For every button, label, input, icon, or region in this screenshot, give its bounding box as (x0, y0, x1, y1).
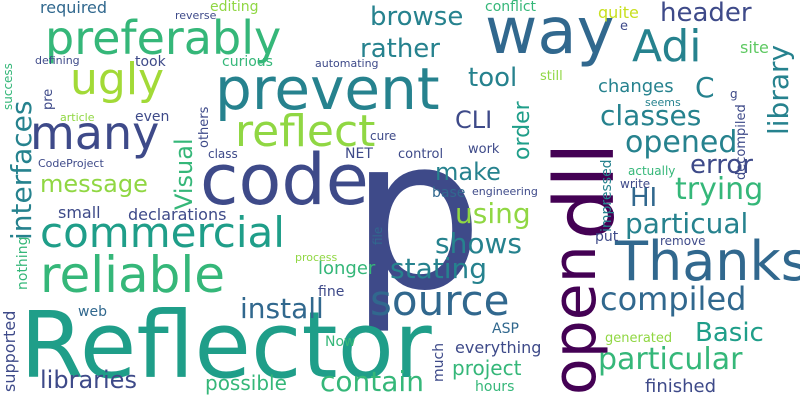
word-conflict: conflict (485, 0, 537, 15)
word-open: open (540, 245, 610, 395)
word-browse: browse (370, 2, 464, 32)
word-web: web (78, 304, 107, 320)
word-article: article (60, 111, 95, 124)
word-codeproject: CodeProject (38, 157, 104, 170)
word-still: still (540, 69, 563, 84)
word-even: even (135, 109, 170, 125)
word-classes: classes (600, 99, 702, 132)
word-commercial: commercial (40, 208, 285, 257)
word-base: base (432, 185, 466, 201)
word-many: many (30, 106, 160, 160)
word-preferably: preferably (45, 11, 282, 65)
word-declarations: declarations (128, 205, 227, 224)
word-seems: seems (645, 96, 681, 109)
word-supported: supported (0, 310, 19, 392)
word-adi: Adi (632, 21, 702, 72)
word-hi: HI (630, 183, 658, 213)
word-remove: remove (660, 234, 706, 248)
word-g: g (730, 87, 738, 101)
word-order: order (510, 101, 535, 160)
word-stating: stating (390, 252, 488, 285)
word-nothing: nothing (15, 236, 31, 290)
word-opened: opened (625, 125, 738, 160)
word-control: control (398, 147, 444, 162)
word-actually: actually (628, 164, 676, 178)
word-interfaces: interfaces (5, 100, 38, 240)
word-particual: particual (625, 207, 749, 240)
word-header: header (660, 0, 752, 28)
word-fine: fine (318, 284, 345, 300)
word-changes: changes (598, 76, 674, 97)
word-impressed: impressed (599, 159, 615, 232)
word-code: code (200, 139, 369, 221)
word-automating: automating (315, 57, 379, 70)
word-write: write (620, 177, 651, 191)
word-prevent: prevent (215, 55, 440, 123)
word-reliable: reliable (40, 246, 226, 304)
word-install: install (240, 292, 324, 325)
word-class: class (208, 147, 238, 161)
word-possible: possible (205, 371, 287, 395)
word-p: p (350, 92, 484, 337)
word-success: success (1, 63, 15, 110)
word-message: message (40, 170, 148, 198)
word-using: using (455, 197, 531, 230)
word-quite: quite (598, 3, 639, 22)
word-tool: tool (468, 63, 518, 93)
word-cure: cure (370, 129, 397, 143)
word-ugly: ugly (70, 54, 165, 105)
word-net: NET (345, 146, 373, 162)
word-editing: editing (210, 0, 259, 15)
word-site: site (740, 38, 769, 57)
word-finished: finished (645, 376, 717, 397)
word-decompiled: decompiled (734, 104, 749, 180)
word-visual: Visual (170, 138, 198, 210)
word-contain: contain (320, 365, 424, 398)
word-pre: pre (41, 88, 56, 110)
word-defining: defining (35, 54, 80, 67)
word-project: project (452, 356, 522, 380)
word-hours: hours (475, 379, 515, 395)
word-now: Now (325, 334, 356, 350)
word-generated: generated (605, 331, 673, 346)
word-basic: Basic (695, 318, 764, 348)
word-reverse: reverse (175, 9, 217, 22)
word-compiled: compiled (600, 280, 747, 318)
word-curious: curious (222, 54, 273, 70)
word-thanks: Thanks (615, 230, 800, 293)
word-trying: trying (675, 172, 764, 207)
word-libraries: libraries (40, 366, 137, 394)
word-source: source (370, 276, 510, 325)
word-file: file (371, 226, 385, 245)
word-error: error (690, 150, 753, 180)
word-c: C (695, 71, 715, 104)
word-reflector: Reflector (20, 292, 432, 399)
word-others: others (197, 106, 212, 148)
word-took: took (135, 54, 166, 70)
word-longer: longer (318, 258, 376, 279)
word-engineering: engineering (472, 185, 538, 198)
word-work: work (468, 142, 500, 157)
word-put: put (595, 229, 619, 245)
word-shows: shows (435, 227, 522, 260)
word-cli: CLI (455, 106, 493, 134)
word-reflect: reflect (235, 106, 376, 157)
word-rather: rather (360, 34, 440, 64)
word-much: much (431, 342, 447, 382)
word-way: way (485, 0, 615, 69)
word-make: make (435, 158, 501, 186)
word-e: e (620, 19, 628, 34)
word-asp: ASP (492, 321, 519, 337)
word-everything: everything (455, 338, 542, 357)
word-small: small (58, 203, 101, 222)
word-required: required (40, 0, 108, 17)
word-particular: particular (598, 342, 743, 377)
word-library: library (762, 44, 795, 135)
word-process: process (295, 251, 338, 264)
